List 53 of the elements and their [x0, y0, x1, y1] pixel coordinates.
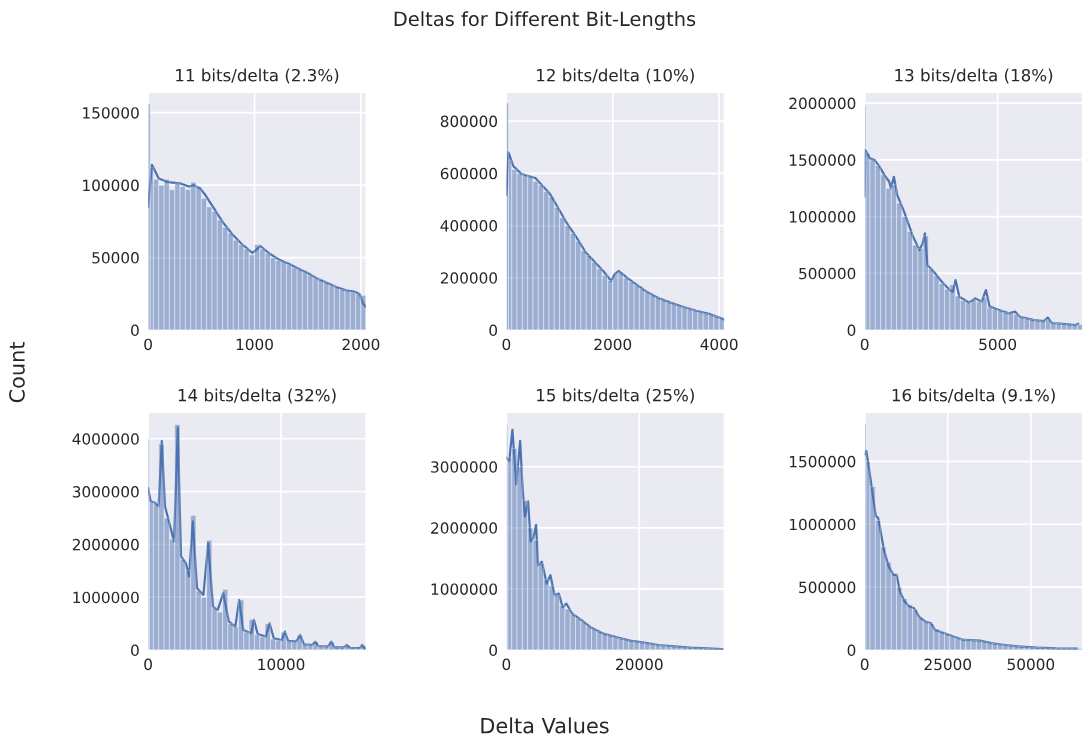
x-tick-label: 1000	[236, 338, 273, 351]
x-tick-label: 50000	[1007, 658, 1055, 671]
x-tick-label: 0	[860, 658, 869, 671]
x-tick-label: 0	[502, 658, 511, 671]
y-tick-label: 2000000	[431, 522, 498, 534]
x-tick-label: 25000	[924, 658, 972, 671]
y-tick-label: 0	[489, 644, 498, 657]
y-tick-label: 50000	[92, 252, 139, 264]
x-tick-label: 4000	[700, 338, 738, 351]
x-tick-label: 0	[144, 658, 152, 671]
y-tick-label: 0	[489, 324, 498, 337]
y-tick-label: 1500000	[789, 154, 856, 166]
x-axis-title: Delta Values	[481, 717, 609, 734]
x-tick-label: 20000	[616, 658, 663, 671]
y-tick-label: 3000000	[72, 486, 139, 498]
y-tick-label: 500000	[799, 267, 856, 280]
x-tick-label: 10000	[258, 658, 305, 671]
y-tick-label: 2000000	[789, 97, 856, 110]
y-tick-label: 800000	[440, 115, 498, 128]
y-tick-label: 1000000	[789, 518, 856, 531]
chart-title: 13 bits/delta (18%)	[895, 68, 1053, 84]
y-tick-label: 1000000	[431, 583, 498, 595]
chart-title: 15 bits/delta (25%)	[537, 388, 694, 404]
text: Deltas for Different Bit-Lengths	[394, 11, 696, 30]
y-tick-label: 150000	[83, 107, 139, 119]
y-tick-label: 4000000	[72, 433, 139, 445]
y-tick-label: 1000000	[73, 591, 139, 604]
chart-title: 12 bits/delta (10%)	[537, 68, 694, 84]
y-tick-label: 600000	[440, 167, 498, 180]
x-tick-label: 5000	[979, 338, 1017, 351]
line-series	[148, 426, 366, 650]
x-tick-label: 2000	[594, 338, 632, 351]
x-tick-label: 2000	[342, 338, 380, 351]
y-tick-label: 0	[847, 324, 856, 337]
x-tick-label: 0	[502, 338, 511, 351]
y-tick-label: 100000	[83, 179, 139, 192]
y-tick-label: 500000	[799, 581, 856, 594]
y-axis-title: Count	[9, 342, 25, 403]
x-tick-label: 0	[144, 338, 152, 351]
line-series	[506, 428, 724, 651]
x-tick-label: 0	[860, 338, 869, 351]
chart-title: 11 bits/delta (2.3%)	[176, 68, 339, 84]
y-tick-label: 0	[131, 644, 139, 657]
y-tick-label: 2000000	[72, 538, 139, 551]
y-tick-label: 1000000	[789, 211, 856, 223]
y-tick-label: 200000	[440, 272, 498, 284]
chart-title: 14 bits/delta (32%)	[178, 388, 336, 404]
y-tick-label: 0	[847, 644, 856, 657]
y-tick-label: 0	[131, 324, 139, 337]
y-tick-label: 400000	[440, 220, 498, 232]
chart-title: 16 bits/delta (9.1%)	[892, 388, 1055, 404]
y-tick-label: 1500000	[789, 455, 856, 468]
y-tick-label: 3000000	[431, 461, 498, 473]
